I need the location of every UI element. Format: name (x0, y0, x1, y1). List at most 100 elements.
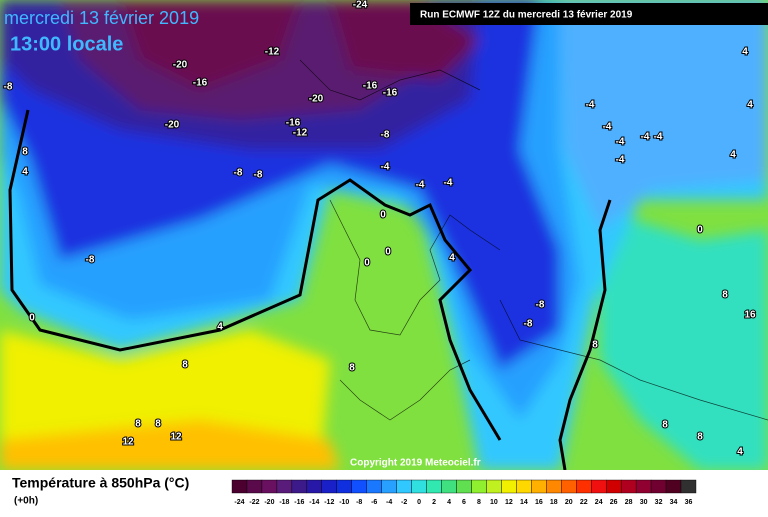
contour-label: 8 (22, 147, 28, 158)
colorbar-cell (635, 479, 652, 494)
coastlines (299, 59, 768, 421)
colorbar-label: 30 (640, 499, 648, 506)
colorbar-label: -20 (264, 499, 274, 506)
colorbar-cell (531, 479, 547, 494)
colorbar-cell (605, 479, 622, 494)
contour-label: 4 (737, 447, 743, 458)
contour-label: 8 (155, 419, 161, 430)
colorbar-label: 14 (520, 499, 528, 506)
contour-label: 0 (364, 258, 370, 269)
contour-label: -8 (381, 130, 390, 141)
contour-label: 16 (744, 310, 756, 321)
colorbar-label: 6 (462, 499, 466, 506)
colorbar-cell (576, 479, 592, 494)
contour-label: 4 (730, 150, 736, 161)
contour-label: -8 (4, 82, 13, 93)
colorbar-label: -6 (371, 499, 377, 506)
colorbar-cell (516, 479, 532, 494)
contour-label: 4 (449, 253, 455, 264)
contour-label: 8 (135, 419, 141, 430)
colorbar-cell (396, 479, 412, 494)
contour-label: -24 (353, 0, 368, 11)
map-date: mercredi 13 février 2019 (4, 8, 199, 28)
colorbar-cell (665, 479, 682, 494)
footer-title: Température à 850hPa (°C) (12, 475, 189, 491)
colorbar-label: -24 (234, 499, 244, 506)
contour-label: 8 (722, 290, 728, 301)
colorbar-cell (336, 479, 352, 494)
contour-label: -4 (603, 122, 612, 133)
contour-label: -4 (654, 132, 663, 143)
colorbar-label: 4 (447, 499, 451, 506)
colorbar-cell (680, 479, 697, 494)
colorbar-cell (231, 479, 248, 494)
contour-label: 0 (385, 247, 391, 258)
colorbar-label: 0 (417, 499, 421, 506)
colorbar-label: 2 (432, 499, 436, 506)
contour-label: -16 (193, 78, 208, 89)
colorbar-cell (411, 479, 427, 494)
colorbar-label: -14 (309, 499, 319, 506)
contour-labels: -24-20-16-12-20 -16-12-20-16-16-8-8 -8-8-4… (3, 0, 757, 459)
colorbar-label: -10 (339, 499, 349, 506)
map-time: 13:00 locale (10, 33, 123, 55)
colorbar-label: -12 (324, 499, 334, 506)
contour-label: 4 (747, 100, 753, 111)
colorbar-cell (471, 479, 487, 494)
contour-label: -4 (444, 178, 453, 189)
footer-step: (+0h) (14, 496, 38, 507)
colorbar-cell (456, 479, 472, 494)
contour-label: -4 (381, 162, 390, 173)
colorbar-label: 20 (565, 499, 573, 506)
contour-label: 8 (697, 432, 703, 443)
colorbar-cell (246, 479, 263, 494)
contour-label: -4 (641, 132, 650, 143)
contour-label: -8 (234, 168, 243, 179)
contour-label: 4 (742, 47, 748, 58)
colorbar-label: 28 (625, 499, 633, 506)
colorbar-label: 32 (655, 499, 663, 506)
contour-label: 0 (380, 210, 386, 221)
contour-label: -16 (383, 88, 398, 99)
contour-label: 12 (170, 432, 182, 443)
colorbar-label: -4 (386, 499, 392, 506)
colorbar-cell (591, 479, 607, 494)
contour-label: -16 (363, 81, 378, 92)
contour-label: -12 (293, 128, 308, 139)
contour-label: -12 (265, 47, 280, 58)
zero-isotherm (8, 109, 612, 470)
contour-label: -8 (86, 255, 95, 266)
contour-label: -8 (524, 319, 533, 330)
colorbar-label: -18 (279, 499, 289, 506)
colorbar-cell (620, 479, 637, 494)
colorbar-label: 26 (610, 499, 618, 506)
contour-label: -20 (173, 60, 188, 71)
colorbar-cell (276, 479, 293, 494)
copyright: Copyright 2019 Meteociel.fr (350, 458, 481, 469)
contour-label: -16 (286, 118, 301, 129)
temperature-field: -24-20-16-12-20 -16-12-20-16-16-8-8 -8-8-4… (0, 0, 768, 470)
contour-label: 12 (122, 437, 134, 448)
contour-label: 0 (697, 225, 703, 236)
contour-label: -4 (616, 137, 625, 148)
contour-label: 8 (182, 360, 188, 371)
colorbar-cell (501, 479, 517, 494)
colorbar-cell (426, 479, 442, 494)
contour-label: -4 (616, 155, 625, 166)
colorbar-cell (261, 479, 278, 494)
contour-label: 8 (662, 420, 668, 431)
colorbar-cell (366, 479, 382, 494)
colorbar-label: 18 (550, 499, 558, 506)
colorbar-cell (321, 479, 337, 494)
contour-label: -20 (165, 120, 180, 131)
contour-label: -8 (254, 170, 263, 181)
contour-label: -4 (586, 100, 595, 111)
contour-label: 4 (217, 322, 223, 333)
contour-label: 8 (592, 340, 598, 351)
colorbar-label: 12 (505, 499, 513, 506)
colorbar-label: -2 (401, 499, 407, 506)
contour-label: -20 (309, 94, 324, 105)
contour-label: -4 (416, 180, 425, 191)
contour-label: 4 (22, 167, 28, 178)
